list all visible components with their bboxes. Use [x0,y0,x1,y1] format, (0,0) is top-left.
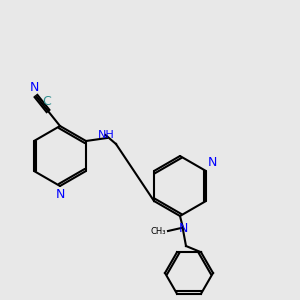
Text: N: N [55,188,65,200]
Text: N: N [30,82,39,94]
Text: NH: NH [98,130,115,140]
Text: N: N [178,221,188,235]
Text: CH₃: CH₃ [151,226,167,236]
Text: N: N [208,157,217,169]
Text: C: C [42,95,51,108]
